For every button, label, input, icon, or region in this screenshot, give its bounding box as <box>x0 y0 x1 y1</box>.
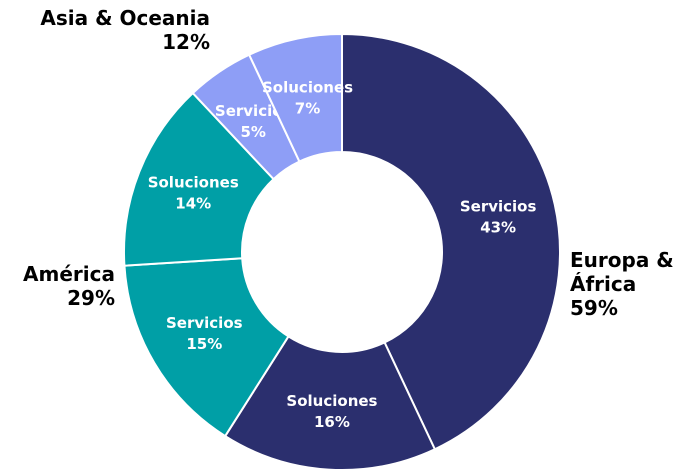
segment-value: 7% <box>295 99 320 117</box>
segment-label: Servicios <box>460 198 537 216</box>
group-name: América <box>23 262 115 286</box>
segment-label: Soluciones <box>148 174 239 192</box>
group-label: Asia & Oceania 12% <box>20 6 210 54</box>
segment-label: Servicios <box>166 314 243 332</box>
donut-segment <box>247 32 343 163</box>
segment-label: Soluciones <box>262 78 353 96</box>
donut-segment <box>341 32 561 451</box>
segment-value: 14% <box>175 195 211 213</box>
group-label: América 29% <box>0 262 115 310</box>
group-value: 59% <box>570 296 618 320</box>
group-label: Europa & África 59% <box>570 248 680 320</box>
segment-value: 5% <box>240 123 265 141</box>
group-value: 12% <box>162 30 210 54</box>
segment-value: 43% <box>480 219 516 237</box>
group-name: Asia & Oceania <box>40 6 210 30</box>
group-name: Europa & África <box>570 248 674 296</box>
segment-value: 15% <box>186 335 222 353</box>
segment-value: 16% <box>314 413 350 431</box>
segment-label: Soluciones <box>286 392 377 410</box>
group-value: 29% <box>67 286 115 310</box>
donut-segment <box>123 91 275 267</box>
donut-segment <box>123 257 290 438</box>
donut-segment <box>223 335 437 471</box>
